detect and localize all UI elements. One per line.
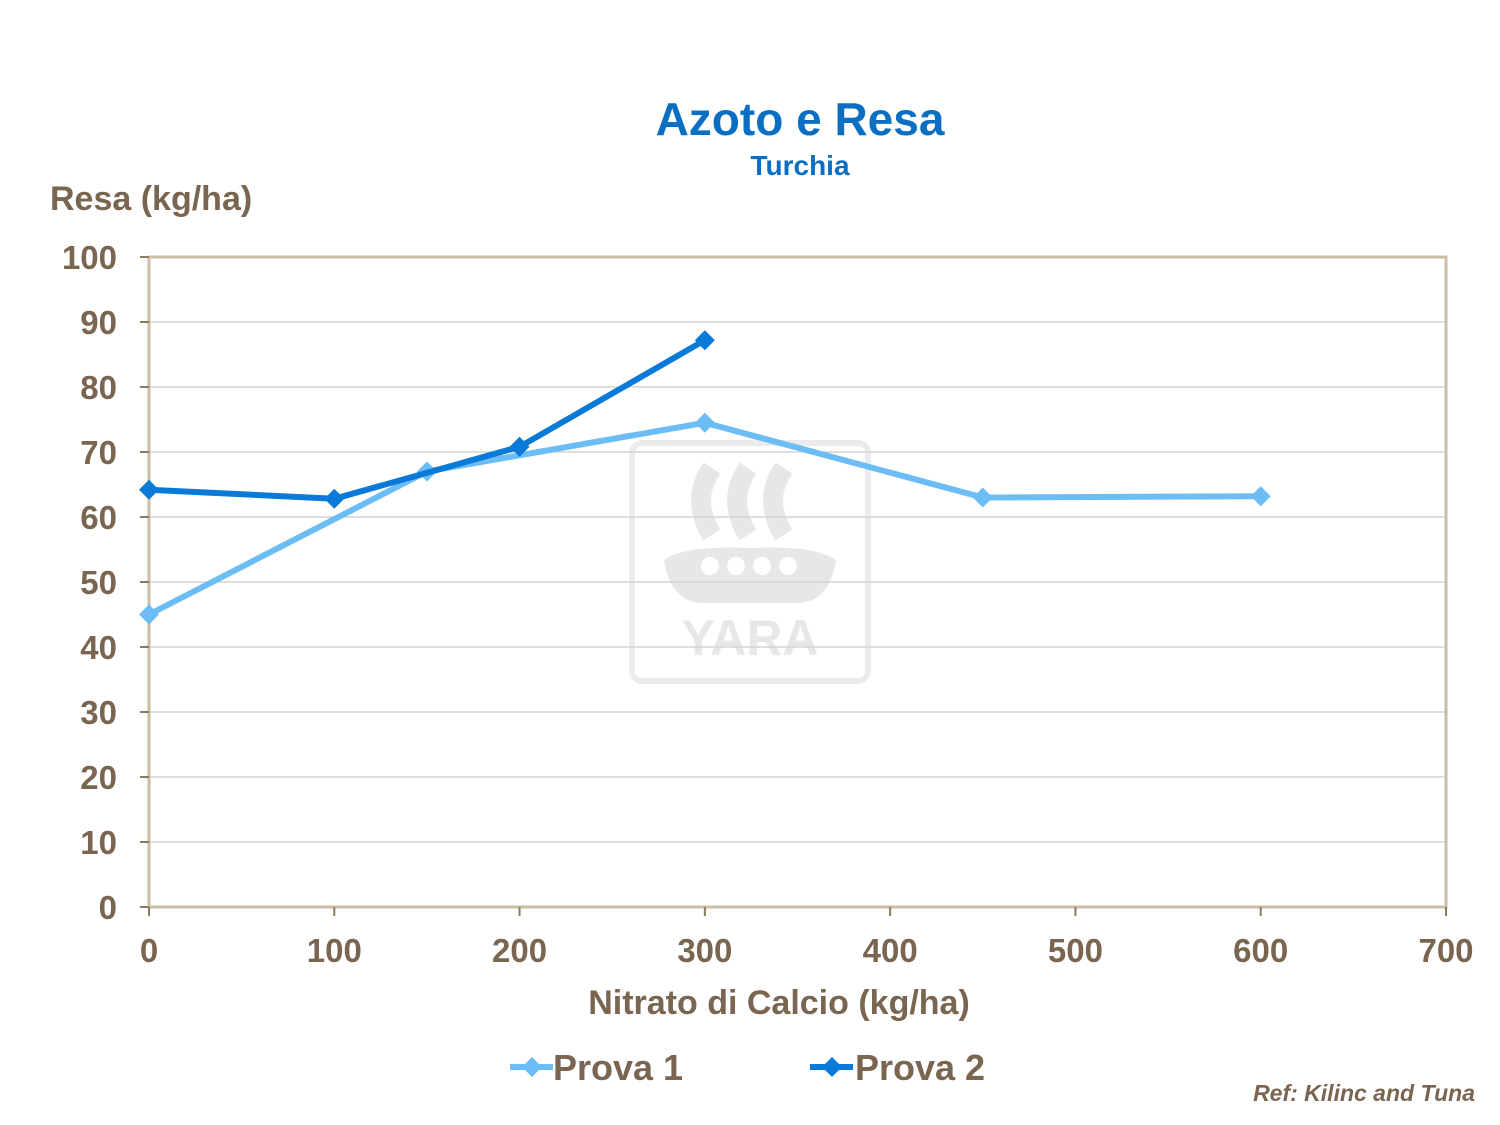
x-tick-label-0: 0 <box>140 932 158 969</box>
x-tick-label-400: 400 <box>863 932 918 969</box>
y-tick-label-60: 60 <box>80 499 117 536</box>
legend-marker-2 <box>822 1057 842 1077</box>
data-point-s1-600 <box>1250 486 1271 507</box>
y-tick-label-30: 30 <box>80 694 117 731</box>
x-tick-label-100: 100 <box>307 932 362 969</box>
x-tick-label-200: 200 <box>492 932 547 969</box>
data-point-s2-100 <box>324 488 345 509</box>
y-tick-label-90: 90 <box>80 304 117 341</box>
legend-label-2: Prova 2 <box>855 1047 985 1088</box>
series-line-2 <box>146 337 708 502</box>
y-tick-label-10: 10 <box>80 824 117 861</box>
y-tick-label-20: 20 <box>80 759 117 796</box>
data-point-s1-300 <box>694 412 715 433</box>
y-tick-label-70: 70 <box>80 434 117 471</box>
y-axis-label: Resa (kg/ha) <box>50 180 253 218</box>
y-tick-label-80: 80 <box>80 369 117 406</box>
yara-logo-watermark: YARA <box>629 440 871 684</box>
data-point-s1-450 <box>972 487 993 508</box>
y-tick-label-50: 50 <box>80 564 117 601</box>
x-tick-label-500: 500 <box>1048 932 1103 969</box>
reference-note: Ref: Kilinc and Tuna <box>1253 1080 1475 1106</box>
y-tick-label-100: 100 <box>62 239 117 276</box>
legend-label-1: Prova 1 <box>553 1047 683 1088</box>
x-tick-label-700: 700 <box>1418 932 1473 969</box>
data-point-s1-0 <box>139 604 159 625</box>
chart-title: Azoto e Resa <box>655 93 945 145</box>
x-tick-label-600: 600 <box>1233 932 1288 969</box>
data-point-s2-300 <box>694 330 715 351</box>
data-point-s2-0 <box>139 479 159 500</box>
x-axis-label: Nitrato di Calcio (kg/ha) <box>588 984 970 1022</box>
watermark-text: YARA <box>681 610 818 666</box>
legend-marker-1 <box>522 1057 542 1077</box>
data-point-s2-200 <box>509 436 530 457</box>
y-tick-label-40: 40 <box>80 629 117 666</box>
chart-subtitle: Turchia <box>750 150 850 181</box>
x-tick-label-300: 300 <box>677 932 732 969</box>
y-tick-label-0: 0 <box>99 889 117 926</box>
